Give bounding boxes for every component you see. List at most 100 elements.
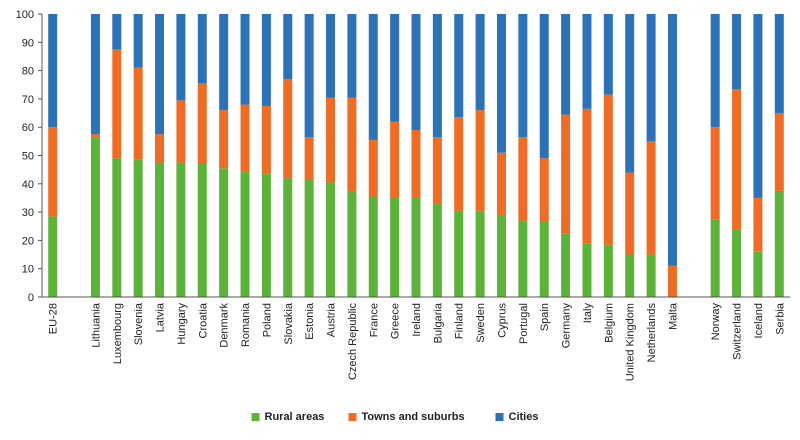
y-tick-label: 70: [22, 94, 34, 106]
legend-label: Rural areas: [265, 411, 325, 423]
bar-segment-cities: [603, 14, 613, 95]
x-tick-label: Switzerland: [732, 303, 744, 360]
bar-segment-cities: [582, 14, 592, 109]
bar-segment-rural-areas: [496, 214, 506, 297]
bar-segment-towns-and-suburbs: [326, 97, 336, 183]
legend-swatch: [348, 413, 357, 421]
x-tick-label: Italy: [582, 303, 594, 324]
x-tick-label: Spain: [539, 303, 551, 331]
x-tick-label: Hungary: [176, 303, 188, 345]
bar-segment-cities: [518, 14, 528, 138]
y-tick-label: 30: [22, 207, 34, 219]
bar-segment-cities: [539, 14, 549, 159]
x-axis: EU-28 Lithuania Luxembourg Slovenia Latvia Hu…: [42, 296, 790, 381]
bar-segment-towns-and-suburbs: [155, 134, 165, 163]
x-tick-label: Bulgaria: [432, 302, 444, 343]
bar-segment-towns-and-suburbs: [646, 141, 656, 255]
bar-segment-towns-and-suburbs: [667, 265, 677, 297]
bar-segment-towns-and-suburbs: [732, 89, 742, 230]
x-tick-label: Netherlands: [646, 303, 658, 363]
x-tick-label: Lithuania: [90, 302, 102, 348]
bar-segment-towns-and-suburbs: [561, 114, 571, 234]
x-tick-label: Austria: [326, 302, 338, 337]
bar-segment-towns-and-suburbs: [219, 110, 229, 169]
x-tick-label: Slovakia: [283, 302, 295, 344]
bar-segment-cities: [197, 14, 207, 84]
bar-segment-towns-and-suburbs: [390, 121, 400, 198]
x-tick-label: Norway: [710, 303, 722, 341]
x-tick-label: France: [368, 303, 380, 337]
x-tick-label: Latvia: [155, 302, 167, 332]
bar-segment-cities: [732, 14, 742, 89]
legend-swatch: [495, 413, 504, 421]
y-tick-label: 20: [22, 235, 34, 247]
x-tick-label: Slovenia: [133, 302, 145, 345]
bar-segment-towns-and-suburbs: [261, 105, 271, 174]
bar-segment-cities: [454, 14, 464, 118]
bar-segment-rural-areas: [390, 197, 400, 297]
bar-segment-towns-and-suburbs: [90, 134, 100, 138]
bar-segment-towns-and-suburbs: [518, 137, 528, 221]
x-tick-label: Iceland: [753, 303, 765, 338]
bar-segment-cities: [219, 14, 229, 111]
bar-segment-cities: [48, 14, 58, 128]
bar-segment-rural-areas: [603, 244, 613, 297]
bar-segment-rural-areas: [368, 196, 378, 297]
bar-segment-rural-areas: [518, 220, 528, 297]
bar-segment-towns-and-suburbs: [753, 197, 763, 252]
bar-segment-rural-areas: [774, 190, 784, 298]
x-tick-label: Czech Republic: [347, 303, 359, 381]
bar-segment-cities: [155, 14, 165, 135]
bar-segment-cities: [774, 14, 784, 114]
bar-segment-cities: [326, 14, 336, 98]
bar-segment-towns-and-suburbs: [411, 130, 421, 198]
x-tick-label: Denmark: [219, 303, 231, 348]
x-tick-label: United Kingdom: [625, 303, 637, 381]
bar-segment-towns-and-suburbs: [496, 152, 506, 215]
bar-segment-cities: [112, 14, 122, 50]
bar-segment-rural-areas: [582, 243, 592, 297]
bar-segment-cities: [561, 14, 571, 115]
bar-segment-towns-and-suburbs: [133, 67, 143, 160]
bar-segment-rural-areas: [561, 233, 571, 297]
bar-segment-cities: [368, 14, 378, 140]
bar-segment-towns-and-suburbs: [603, 94, 613, 245]
bar-segment-towns-and-suburbs: [625, 172, 635, 255]
x-tick-label: Croatia: [197, 302, 209, 338]
bar-segment-towns-and-suburbs: [368, 139, 378, 197]
bar-segment-cities: [753, 14, 763, 198]
bar-segment-rural-areas: [155, 162, 165, 297]
x-tick-label: Ireland: [411, 303, 423, 337]
y-tick-label: 0: [28, 292, 34, 304]
x-tick-label: Portugal: [518, 303, 530, 344]
y-tick-label: 100: [16, 9, 34, 21]
bar-segment-rural-areas: [539, 222, 549, 297]
bar-segment-cities: [646, 14, 656, 142]
x-tick-label: Finland: [454, 303, 466, 339]
bar-segment-towns-and-suburbs: [176, 100, 186, 163]
bar-segment-towns-and-suburbs: [112, 49, 122, 159]
bar-segment-rural-areas: [411, 197, 421, 297]
bar-segment-rural-areas: [646, 254, 656, 297]
bar-segment-rural-areas: [347, 190, 357, 298]
y-axis: 0 10 20 30 40 50 60 70 80 90 100: [16, 9, 43, 304]
y-tick-label: 50: [22, 151, 34, 163]
legend-label: Cities: [509, 411, 539, 423]
bar-segment-towns-and-suburbs: [283, 79, 293, 179]
bar-segment-rural-areas: [240, 171, 250, 297]
bar-segment-cities: [261, 14, 271, 106]
bar-segment-rural-areas: [304, 179, 314, 297]
bar-segment-rural-areas: [261, 173, 271, 297]
x-tick-label: Sweden: [475, 303, 487, 343]
y-tick-label: 60: [22, 122, 34, 134]
bar-segment-cities: [475, 14, 485, 111]
bar-segment-cities: [90, 14, 100, 135]
bar-segment-cities: [133, 14, 143, 68]
bar-segment-towns-and-suburbs: [539, 158, 549, 222]
x-tick-label: Germany: [561, 303, 573, 349]
bar-segment-cities: [411, 14, 421, 131]
bar-segment-cities: [283, 14, 293, 80]
bar-segment-rural-areas: [454, 210, 464, 297]
